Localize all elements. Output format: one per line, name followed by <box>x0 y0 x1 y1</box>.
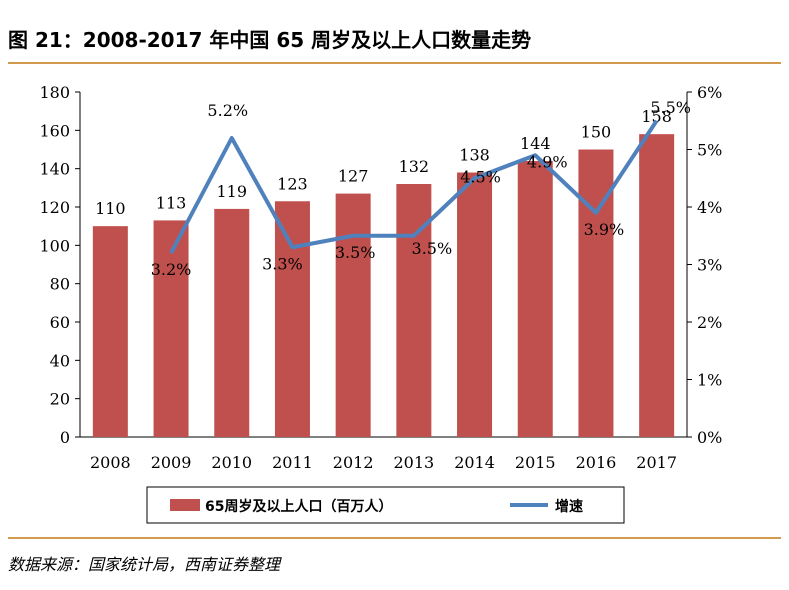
bar-series <box>92 134 675 437</box>
bar <box>639 134 675 437</box>
legend: 65周岁及以上人口（百万人） 增速 <box>146 486 625 524</box>
bar <box>214 208 250 437</box>
x-axis-tick-label: 2014 <box>454 453 495 472</box>
x-axis-tick-label: 2015 <box>515 453 556 472</box>
right-axis-tick-label: 0% <box>697 428 722 447</box>
bar <box>153 220 189 437</box>
growth-line <box>169 119 659 254</box>
chart-title: 图 21：2008-2017 年中国 65 周岁及以上人口数量走势 <box>8 28 532 52</box>
growth-value-label: 5.2% <box>207 101 248 120</box>
x-axis-tick-label: 2010 <box>211 453 252 472</box>
bar <box>274 201 310 437</box>
growth-value-label: 3.9% <box>584 220 625 239</box>
bar-value-label: 123 <box>277 174 308 193</box>
bar <box>335 193 371 437</box>
legend-bar-label: 65周岁及以上人口（百万人） <box>205 498 392 515</box>
growth-line-series <box>169 119 659 254</box>
left-axis-tick-label: 160 <box>39 121 70 140</box>
bottom-divider <box>8 537 781 539</box>
top-divider <box>8 62 781 64</box>
legend-box <box>146 486 625 524</box>
right-axis-tick-label: 6% <box>697 83 722 102</box>
bar-value-label: 127 <box>338 167 369 186</box>
left-axis-tick-label: 40 <box>50 351 70 370</box>
growth-value-label: 4.5% <box>460 167 501 186</box>
bar-value-label: 119 <box>216 182 247 201</box>
source-note: 数据来源：国家统计局，西南证券整理 <box>8 555 281 574</box>
legend-bar-swatch <box>170 499 200 511</box>
bar-value-label: 132 <box>399 157 430 176</box>
left-axis-tick-label: 140 <box>39 160 70 179</box>
x-axis: 2008 2009 2010 2011 2012 2013 2014 2015 2016 2017 <box>80 436 687 472</box>
right-axis-tick-label: 5% <box>697 141 722 160</box>
growth-value-label: 3.5% <box>335 243 376 262</box>
bar-value-label: 158 <box>641 107 672 126</box>
x-axis-tick-label: 2016 <box>576 453 617 472</box>
growth-value-label: 3.5% <box>412 239 453 258</box>
x-axis-tick-label: 2012 <box>333 453 374 472</box>
left-axis-tick-label: 60 <box>50 313 70 332</box>
x-axis-tick-label: 2009 <box>151 453 192 472</box>
left-axis: 0 20 40 60 80 100 120 140 160 180 <box>39 83 81 447</box>
bar-value-label: 113 <box>156 193 187 212</box>
right-axis-tick-label: 4% <box>697 198 722 217</box>
growth-value-label: 3.3% <box>262 254 303 273</box>
x-axis-tick-label: 2017 <box>636 453 677 472</box>
bar-value-label: 138 <box>459 146 490 165</box>
left-axis-tick-label: 80 <box>50 275 70 294</box>
bar <box>517 161 553 437</box>
bar <box>92 226 128 437</box>
left-axis-tick-label: 120 <box>39 198 70 217</box>
right-axis-tick-label: 3% <box>697 256 722 275</box>
growth-value-label: 4.9% <box>527 152 568 171</box>
bar-value-label: 150 <box>581 123 612 142</box>
right-axis-tick-label: 1% <box>697 371 722 390</box>
left-axis-tick-label: 180 <box>39 83 70 102</box>
bar-value-label: 110 <box>95 199 126 218</box>
legend-line-label: 增速 <box>555 498 583 515</box>
x-axis-tick-label: 2013 <box>393 453 434 472</box>
growth-labels: 3.2% 5.2% 3.3% 3.5% 3.5% 4.5% 4.9% 3.9% 5.5% <box>151 98 691 279</box>
growth-value-label: 3.2% <box>151 260 192 279</box>
left-axis-tick-label: 20 <box>50 390 70 409</box>
left-axis-tick-label: 100 <box>39 236 70 255</box>
left-axis-tick-label: 0 <box>60 428 70 447</box>
right-axis: 0% 1% 2% 3% 4% 5% 6% <box>686 83 722 447</box>
bar-labels: 110 113 119 123 127 132 138 144 150 158 <box>95 107 672 218</box>
right-axis-tick-label: 2% <box>697 313 722 332</box>
bar <box>457 172 493 437</box>
growth-value-label: 5.5% <box>650 98 691 117</box>
bar-value-label: 144 <box>520 134 551 153</box>
x-axis-tick-label: 2011 <box>272 453 313 472</box>
x-axis-tick-label: 2008 <box>90 453 131 472</box>
